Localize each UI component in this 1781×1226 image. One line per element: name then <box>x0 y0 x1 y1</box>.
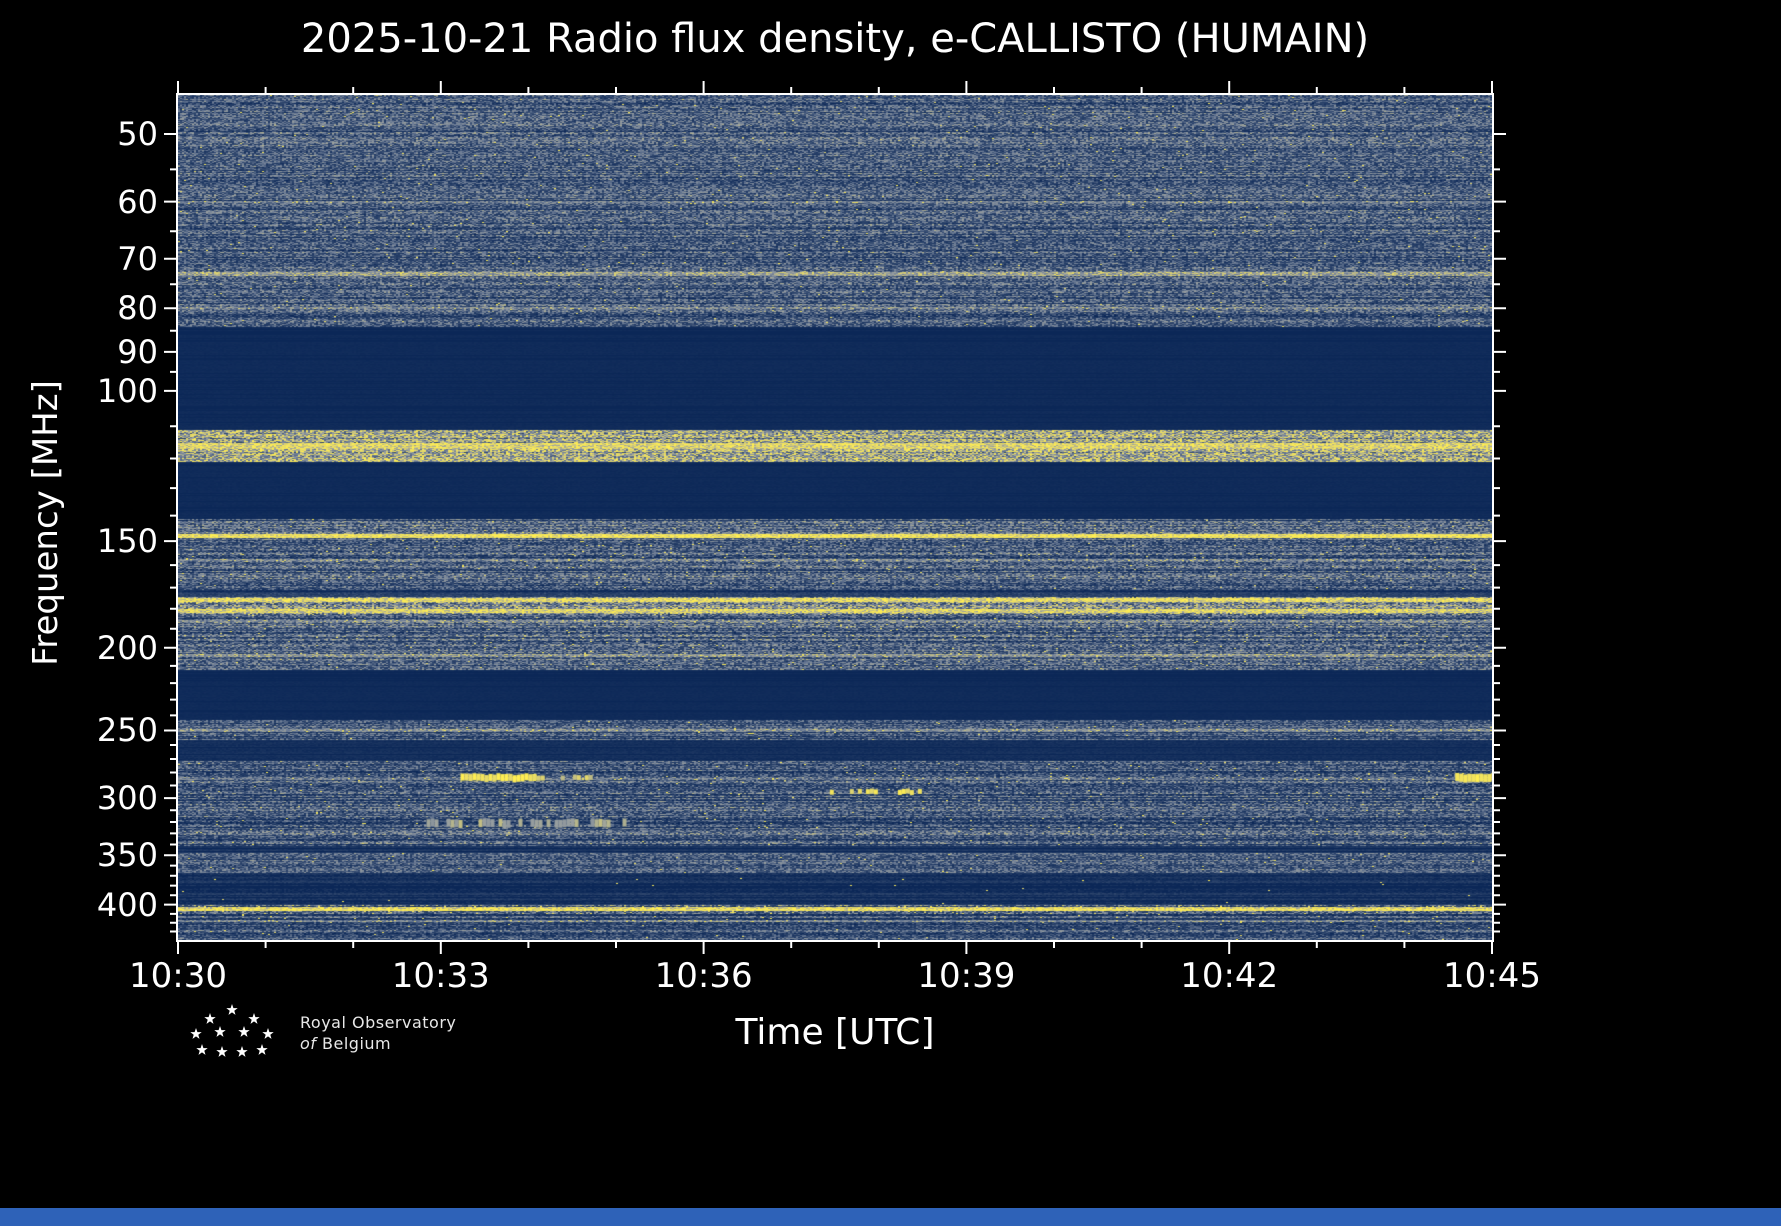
x-tick-label: 10:36 <box>654 956 753 996</box>
y-tick-label: 50 <box>117 115 158 154</box>
rob-logo-line2: of Belgium <box>300 1033 456 1054</box>
chart-title: 2025-10-21 Radio flux density, e-CALLIST… <box>300 16 1370 62</box>
rob-logo: Royal Observatory of Belgium <box>182 998 456 1068</box>
y-tick-label: 150 <box>96 522 158 561</box>
x-tick-label: 10:33 <box>391 956 490 996</box>
y-tick-label: 100 <box>96 371 158 410</box>
x-tick-label: 10:30 <box>129 956 227 996</box>
bottom-bar <box>0 1208 1781 1226</box>
x-tick-label: 10:45 <box>1443 956 1541 996</box>
x-axis-label: Time [UTC] <box>735 1012 935 1053</box>
rob-logo-line1: Royal Observatory <box>300 1013 457 1032</box>
y-tick-label: 200 <box>96 628 158 667</box>
rob-stars-icon <box>190 1004 274 1057</box>
y-tick-label: 350 <box>96 836 158 875</box>
y-tick-label: 250 <box>96 711 158 750</box>
rob-logo-of: of <box>300 1034 317 1053</box>
spectrogram-canvas <box>178 95 1492 940</box>
y-tick-label: 70 <box>117 239 158 278</box>
x-tick-label: 10:39 <box>917 956 1016 996</box>
y-tick-label: 60 <box>117 182 158 221</box>
x-tick-label: 10:42 <box>1180 956 1279 996</box>
y-tick-label: 80 <box>117 289 158 328</box>
rob-logo-belgium: Belgium <box>322 1034 392 1053</box>
y-tick-label: 400 <box>96 885 158 924</box>
y-tick-label: 90 <box>117 332 158 371</box>
rob-logo-text: Royal Observatory of Belgium <box>300 1012 456 1054</box>
y-tick-label: 300 <box>96 779 158 818</box>
